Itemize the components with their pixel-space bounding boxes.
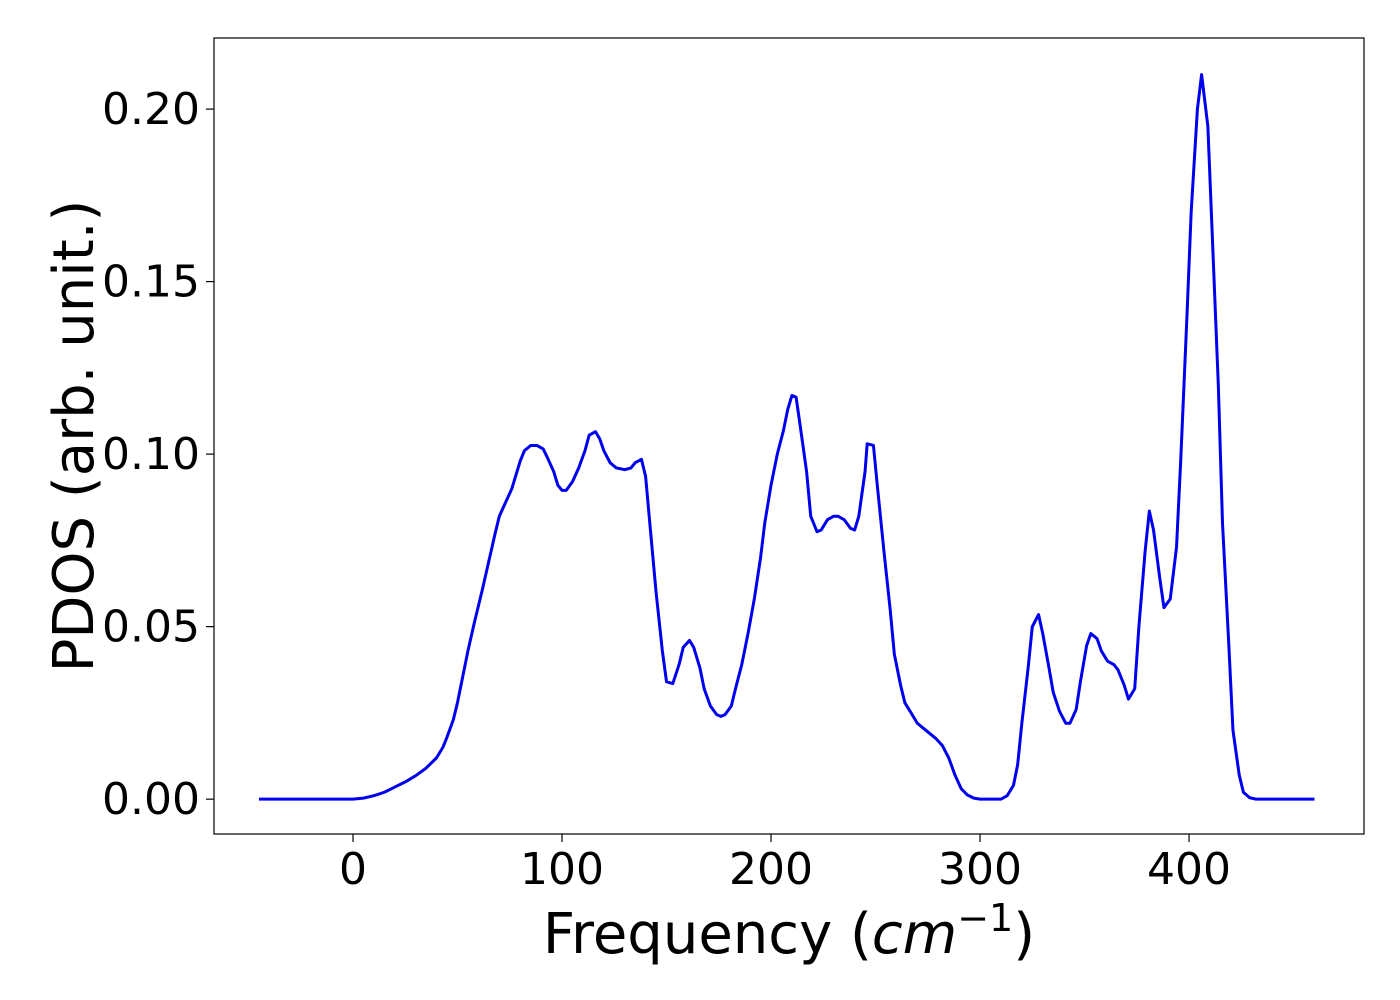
y-tick-label: 0.20 xyxy=(102,84,200,135)
x-label-part: ) xyxy=(1013,902,1035,967)
y-tick-label: 0.05 xyxy=(102,602,200,653)
y-tick-label: 0.10 xyxy=(102,429,200,480)
x-tick-label: 100 xyxy=(520,844,604,895)
plot-frame xyxy=(213,37,1365,835)
line-series xyxy=(258,73,1315,801)
x-tick-label: 400 xyxy=(1147,844,1231,895)
x-tick-label: 0 xyxy=(339,844,367,895)
y-tick-label: 0.00 xyxy=(102,774,200,825)
x-tick-label: 200 xyxy=(729,844,813,895)
x-axis-label: Frequency (cm−1) xyxy=(543,896,1035,967)
y-tick-label: 0.15 xyxy=(102,257,200,308)
x-label-part: −1 xyxy=(957,896,1013,940)
x-label-part: Frequency ( xyxy=(543,902,872,967)
x-label-part: cm xyxy=(872,902,957,967)
y-axis-label: PDOS (arb. unit.) xyxy=(42,200,107,673)
x-tick-label: 300 xyxy=(938,844,1022,895)
